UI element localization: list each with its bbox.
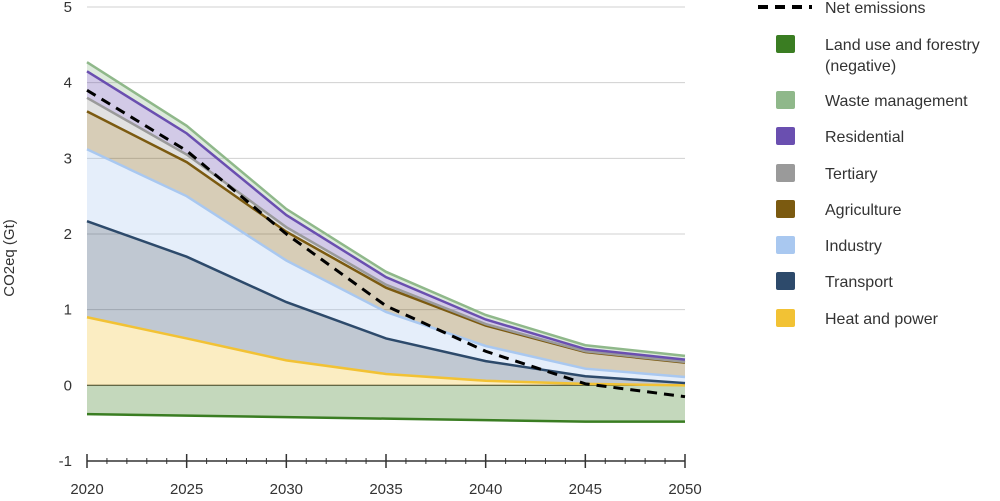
y-tick-label: 5 — [64, 0, 72, 16]
legend-label: Agriculture — [825, 202, 902, 219]
legend-label: Land use and forestry — [825, 37, 980, 54]
line-residential — [86, 70, 686, 361]
legend-label: Transport — [825, 274, 893, 291]
axes: 5 4 3 2 1 0 -1 2020 2025 2030 2035 2040 2045 2050 — [59, 0, 702, 498]
legend-swatch-heat-and-power — [776, 309, 795, 327]
area-land-use-and-forestry-negative — [87, 385, 685, 422]
y-tick-label: -1 — [59, 453, 72, 470]
line-net-emissions — [86, 88, 686, 399]
x-tick-label: 2030 — [270, 481, 303, 496]
area-heat-and-power — [87, 317, 685, 386]
line-land-use-and-forestry-negative — [86, 412, 685, 423]
y-tick-label: 0 — [64, 377, 72, 394]
x-tick-label: 2040 — [469, 481, 502, 496]
y-tick-label: 4 — [64, 75, 72, 92]
y-tick-label: 1 — [64, 302, 72, 319]
legend-swatch-land-use-and-forestry-negative — [776, 35, 795, 53]
legend-label: (negative) — [825, 58, 896, 75]
legend-label: Net emissions — [825, 0, 925, 17]
legend-swatch-transport — [776, 272, 795, 290]
legend-swatch-tertiary — [776, 164, 795, 182]
series-lines-group — [86, 61, 686, 423]
x-tick-label: 2020 — [70, 481, 103, 496]
line-tertiary — [86, 96, 686, 364]
x-tick-label: 2035 — [369, 481, 402, 496]
legend-label: Heat and power — [825, 311, 939, 328]
legend-swatch-industry — [776, 236, 795, 254]
y-tick-label: 3 — [64, 150, 72, 167]
y-tick-label: 2 — [64, 226, 72, 243]
x-tick-label: 2045 — [569, 481, 602, 496]
y-axis-label: CO2eq (Gt) — [1, 219, 18, 297]
legend-swatch-residential — [776, 127, 795, 145]
legend-label: Tertiary — [825, 166, 877, 183]
area-series-group — [87, 62, 685, 422]
area-transport — [87, 221, 685, 386]
gridlines — [87, 6, 685, 386]
legend-swatch-waste-management — [776, 91, 795, 109]
x-tick-label: 2050 — [668, 481, 701, 496]
line-transport — [86, 219, 686, 385]
area-industry — [87, 149, 685, 384]
line-industry — [86, 148, 686, 379]
legend-label: Residential — [825, 129, 904, 146]
legend-swatch-agriculture — [776, 200, 795, 218]
legend: Net emissions Land use and forestry (negat… — [758, 0, 980, 328]
legend-label: Waste management — [825, 93, 968, 110]
line-waste-management — [86, 61, 686, 358]
legend-label: Industry — [825, 238, 882, 255]
x-tick-label: 2025 — [170, 481, 203, 496]
